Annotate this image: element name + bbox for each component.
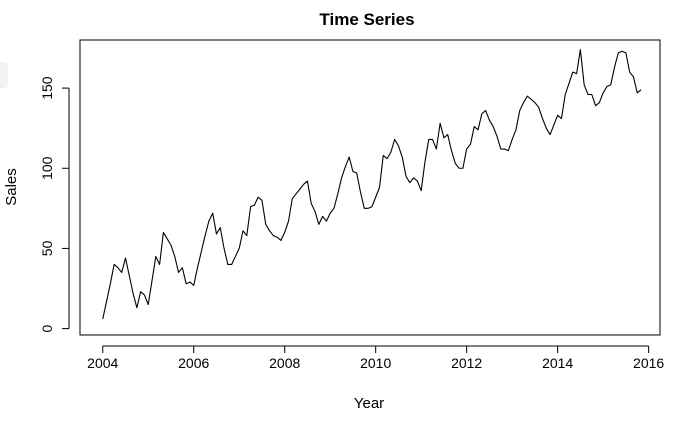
x-tick-label: 2016 bbox=[633, 355, 664, 371]
y-tick-label: 100 bbox=[39, 156, 55, 180]
x-tick-label: 2012 bbox=[451, 355, 482, 371]
x-axis-label: Year bbox=[354, 395, 384, 412]
sales-series-line bbox=[102, 49, 642, 320]
series-layer bbox=[102, 49, 642, 320]
x-tick-label: 2008 bbox=[269, 355, 300, 371]
y-axis: 0 50 100 150 bbox=[39, 76, 70, 332]
y-tick-label: 150 bbox=[39, 76, 55, 100]
chart-title: Time Series bbox=[319, 10, 414, 29]
sidebar-edge-tab bbox=[0, 62, 8, 88]
plot-frame bbox=[79, 39, 661, 336]
x-tick-label: 2006 bbox=[178, 355, 209, 371]
y-tick-label: 0 bbox=[39, 324, 55, 332]
x-tick-label: 2004 bbox=[87, 355, 118, 371]
y-axis-label: Sales bbox=[3, 168, 20, 206]
x-axis: 2004 2006 2008 2010 2012 2014 2016 bbox=[87, 345, 664, 371]
x-tick-label: 2014 bbox=[542, 355, 573, 371]
y-tick-label: 50 bbox=[39, 240, 55, 256]
x-tick-label: 2010 bbox=[360, 355, 391, 371]
